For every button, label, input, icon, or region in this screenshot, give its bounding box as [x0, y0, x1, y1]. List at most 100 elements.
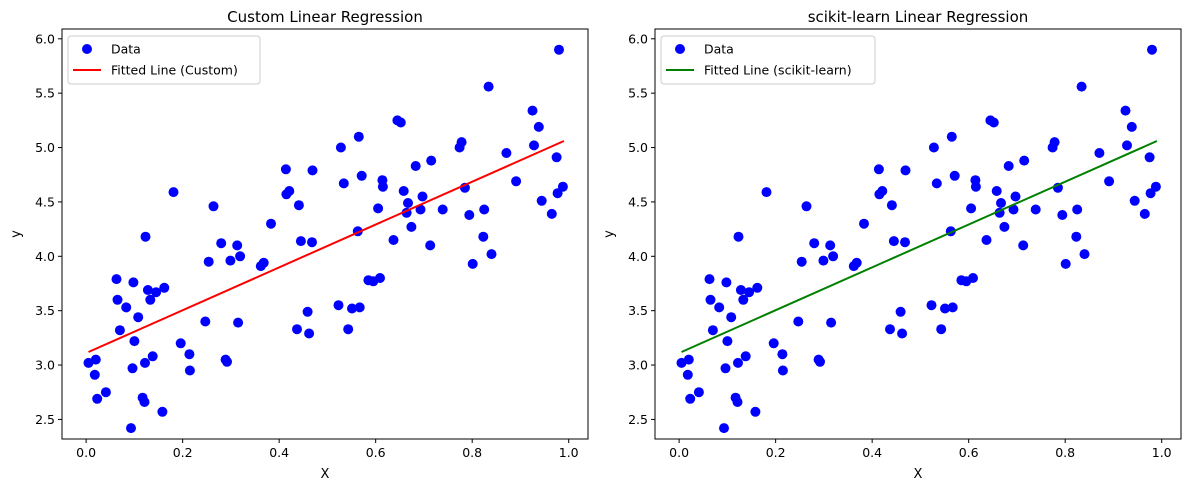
- left-data-point: [128, 277, 139, 288]
- right-data-point: [900, 237, 910, 248]
- right-data-point: [719, 423, 729, 434]
- left-data-point: [89, 369, 100, 380]
- right-data-point: [936, 324, 947, 335]
- left-data-point: [388, 235, 399, 245]
- right-data-point: [1120, 105, 1131, 116]
- right-data-point: [1010, 191, 1021, 202]
- left-data-point: [284, 186, 295, 196]
- right-data-point: [968, 273, 978, 283]
- right-data-point: [726, 312, 737, 323]
- left-data-point: [410, 161, 421, 171]
- right-data-point: [966, 203, 977, 214]
- right-data-point: [682, 369, 693, 380]
- left-legend-box: [67, 35, 261, 85]
- left-data-point: [140, 357, 150, 368]
- right-y-tick-label: 4.0: [628, 249, 648, 264]
- right-data-point: [1076, 81, 1087, 92]
- right-y-tick-label: 6.0: [628, 31, 648, 46]
- right-legend: Data Fitted Line (scikit-learn): [660, 35, 876, 85]
- right-data-point: [740, 351, 751, 362]
- right-data-point: [886, 200, 897, 211]
- right-data-point: [946, 131, 957, 142]
- left-data-point: [114, 325, 125, 336]
- left-legend-fit-label: Fitted Line (Custom): [111, 63, 238, 78]
- right-data-point: [1019, 155, 1030, 166]
- left-data-point: [557, 181, 568, 192]
- right-data-point: [851, 257, 862, 268]
- left-data-point: [266, 218, 276, 229]
- left-data-point: [121, 302, 132, 313]
- right-y-tick-label: 5.0: [628, 140, 648, 155]
- left-y-tick-label: 3.0: [35, 358, 55, 373]
- right-data-point: [1057, 210, 1068, 220]
- left-data-point: [377, 181, 388, 192]
- right-data-point: [926, 300, 937, 311]
- left-data-point: [464, 210, 475, 220]
- left-data-point: [536, 195, 547, 206]
- right-legend-fit-label: Fitted Line (scikit-learn): [704, 63, 852, 78]
- right-data-point: [705, 294, 716, 305]
- left-data-point: [307, 165, 318, 176]
- left-data-point: [335, 142, 346, 153]
- right-data-point: [744, 287, 755, 298]
- left-data-point: [486, 249, 497, 260]
- left-data-point: [527, 105, 538, 116]
- left-data-point: [151, 287, 162, 298]
- left-data-point: [280, 164, 291, 175]
- left-data-point: [233, 317, 244, 328]
- right-data-point: [735, 285, 746, 295]
- right-x-tick-label: 0.0: [669, 445, 689, 460]
- right-data-point: [733, 357, 743, 368]
- left-data-point: [347, 303, 357, 314]
- right-data-point: [1104, 176, 1115, 187]
- right-data-point: [704, 274, 715, 285]
- left-data-point: [333, 300, 344, 311]
- left-data-point: [375, 273, 385, 283]
- left-data-point: [157, 406, 168, 417]
- left-data-point: [293, 200, 304, 211]
- left-data-point: [415, 204, 426, 215]
- right-data-point: [873, 164, 884, 175]
- left-data-point: [203, 256, 214, 267]
- right-data-point: [707, 325, 718, 336]
- left-y-tick-label: 4.5: [35, 194, 55, 209]
- left-y-tick-label: 2.5: [35, 412, 55, 427]
- right-data-point: [1030, 204, 1041, 215]
- right-data-point: [949, 170, 960, 181]
- left-data-point: [425, 240, 436, 251]
- left-data-point: [112, 294, 123, 305]
- right-data-point: [885, 324, 895, 335]
- left-data-point: [232, 240, 243, 251]
- left-data-point: [546, 208, 557, 219]
- left-data-point: [129, 336, 140, 347]
- right-data-point: [714, 302, 725, 313]
- right-data-point: [928, 142, 939, 153]
- left-legend-data-label: Data: [111, 42, 141, 57]
- right-data-point: [1122, 140, 1132, 151]
- right-data-point: [996, 198, 1006, 208]
- right-chart-panel: scikit-learn Linear Regression 0.0 0.2 0.4…: [602, 8, 1182, 482]
- right-data-point: [796, 256, 807, 267]
- right-x-tick-label: 1.0: [1152, 445, 1172, 460]
- left-y-tick-label: 3.5: [35, 303, 55, 318]
- left-data-point: [479, 204, 490, 215]
- right-data-point: [1079, 249, 1090, 260]
- left-data-point: [302, 306, 313, 317]
- left-data-point: [343, 324, 354, 335]
- left-data-point: [111, 274, 122, 285]
- left-data-point: [216, 238, 227, 249]
- right-legend-box: [660, 35, 876, 85]
- left-data-point: [551, 152, 562, 163]
- right-x-axis-label: X: [914, 467, 923, 482]
- left-x-tick-label: 0.8: [462, 445, 482, 460]
- left-data-point: [140, 231, 151, 242]
- left-data-point: [235, 251, 246, 262]
- left-data-point: [200, 316, 211, 327]
- right-data-point: [1072, 204, 1083, 215]
- right-x-tick-label: 0.2: [766, 445, 786, 460]
- right-data-point: [685, 393, 696, 404]
- right-fitted-line: [681, 140, 1158, 353]
- left-data-point: [175, 338, 186, 349]
- left-x-axis-label: X: [321, 467, 330, 482]
